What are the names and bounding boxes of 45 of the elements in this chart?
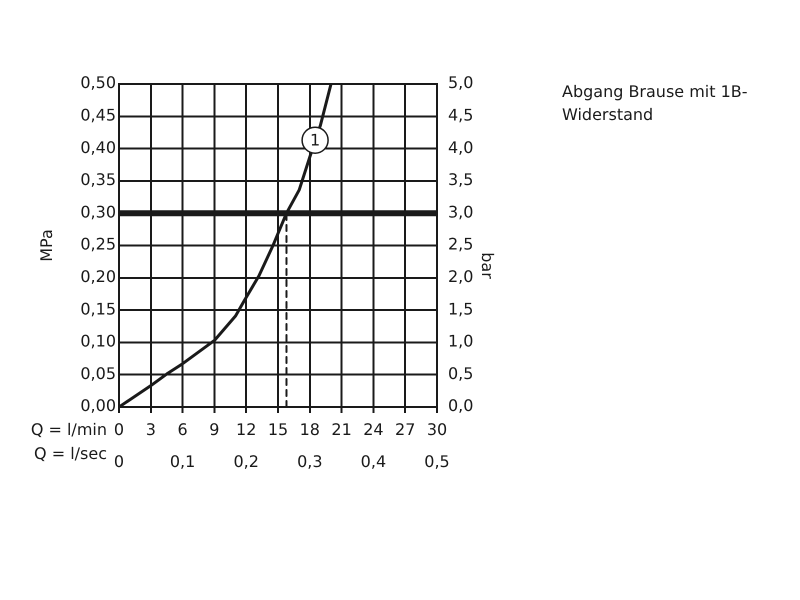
y2-tick-label: 1,0 [448,332,474,351]
y-tick-label: 0,10 [80,332,116,351]
y-tick-label: 0,45 [80,105,116,124]
x-tick-label: 30 [426,420,448,439]
y-tick-label: 0,30 [80,202,116,222]
x-tick-label: 24 [363,420,384,439]
x-axis-title: Q = l/min [30,420,107,440]
y-tick-label: 0,25 [80,234,116,254]
y-axis-title: MPa [37,229,56,262]
x2-tick-label: 0,3 [297,452,323,471]
x-tick-label: 18 [300,420,320,439]
y2-tick-label: 2,0 [448,266,474,286]
y2-tick-label: 4,5 [448,105,474,124]
y2-tick-label: 3,5 [448,170,474,190]
y2-tick-label: 4,0 [448,138,474,157]
y-tick-label: 0,15 [80,299,116,318]
y2-tick-label: 0,0 [448,396,474,416]
x2-tick-label: 0,5 [424,452,450,471]
x2-tick-label: 0,1 [170,452,196,471]
x2-tick-label: 0,4 [360,452,386,471]
y-tick-label: 0,40 [80,138,116,157]
x-tick-label: 15 [268,420,288,439]
y2-tick-label: 1,5 [448,299,474,318]
x-tick-label: 3 [146,420,156,439]
y2-tick-label: 0,5 [448,364,474,383]
x-tick-label: 27 [395,420,416,439]
x2-tick-label: 0 [114,452,124,471]
y-tick-label: 0,50 [80,73,116,92]
x2-tick-label: 0,2 [233,452,259,471]
x2-axis-title: Q = l/sec [34,444,107,464]
y-tick-label: 0,20 [80,266,116,286]
annotation: 1 [310,130,320,150]
y2-tick-label: 5,0 [448,73,474,92]
x-tick-label: 12 [236,420,256,439]
x-tick-label: 9 [209,420,220,439]
x-tick-label: 6 [178,420,188,439]
y2-axis-title: bar [478,252,497,280]
y-tick-label: 0,05 [80,364,116,383]
text: Abgang Brause mit 1B-Widerstand [562,81,749,126]
y-tick-label: 0,35 [80,170,116,190]
y-tick-label: 0,00 [80,396,116,416]
y2-tick-label: 3,0 [448,202,474,222]
x-tick-label: 21 [331,420,352,439]
y2-tick-label: 2,5 [448,234,474,254]
x-tick-label: 0 [114,420,124,439]
